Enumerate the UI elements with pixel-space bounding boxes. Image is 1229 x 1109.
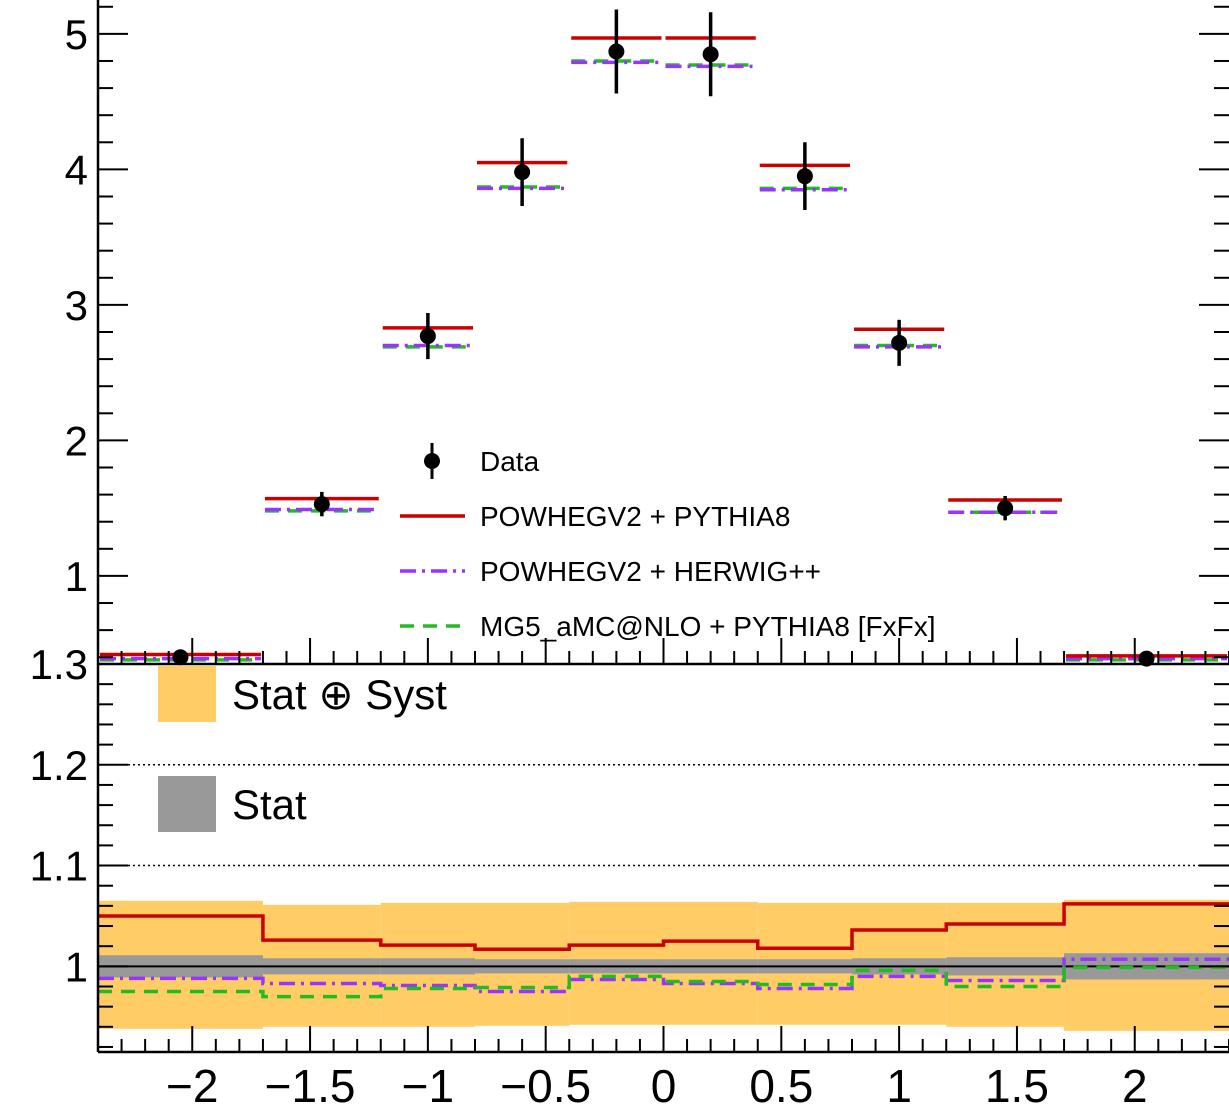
y-tick-label: 1.3 [30,641,88,688]
y-tick-label: 1 [65,943,88,990]
y-tick-label: 3 [65,282,88,329]
ratio-uncertainty-bands [98,899,1229,1031]
y-tick-label: 1 [65,553,88,600]
ratio-line-series-1 [98,957,1229,994]
y-tick-label: 1.2 [30,742,88,789]
data-point [313,496,330,513]
x-tick-label: 0.5 [749,1060,813,1109]
data-point [608,43,625,60]
legend-label-band-0: Stat ⊕ Syst [232,671,447,718]
data-points [172,9,1155,667]
y-tick-label: 4 [65,146,88,193]
legend-swatch-band-0 [158,666,216,722]
x-tick-label: 1 [886,1060,912,1109]
ratio-line-series-2 [98,965,1229,999]
x-tick-label: −2 [166,1060,218,1109]
y-tick-label: 5 [65,11,88,58]
data-point [796,168,813,185]
legend-data-marker [424,453,440,469]
data-point [419,328,436,345]
x-tick-label: −0.5 [500,1060,591,1109]
y-tick-label: 2 [65,417,88,464]
ratio-line-series-0 [98,902,1229,951]
data-point [514,164,531,181]
legend: Data POWHEGV2 + PYTHIA8 POWHEGV2 + HERWIG+… [158,443,936,832]
legend-label-data: Data [480,446,540,477]
x-tick-label: 0 [651,1060,677,1109]
legend-label-band-1: Stat [232,781,307,828]
legend-swatch-band-1 [158,776,216,832]
data-point [1138,650,1155,667]
axes: −2 −1.5 −1 −0.5 0 0.5 1 1.5 2 1 2 3 4 5 1 1.1 1.2 1.3 [30,0,1229,1109]
data-point [172,649,189,666]
x-tick-label: −1.5 [265,1060,356,1109]
ratio-series [98,902,1229,999]
x-tick-label: 1.5 [985,1060,1049,1109]
data-point [891,334,908,351]
data-point [997,500,1014,517]
legend-label-series-2: MG5_aMC@NLO + PYTHIA8 [FxFx] [480,611,936,642]
data-point [702,46,719,63]
legend-label-series-0: POWHEGV2 + PYTHIA8 [480,501,790,532]
legend-label-series-1: POWHEGV2 + HERWIG++ [480,556,821,587]
y-tick-label: 1.1 [30,843,88,890]
x-tick-label: 2 [1122,1060,1148,1109]
x-tick-label: −1 [402,1060,454,1109]
